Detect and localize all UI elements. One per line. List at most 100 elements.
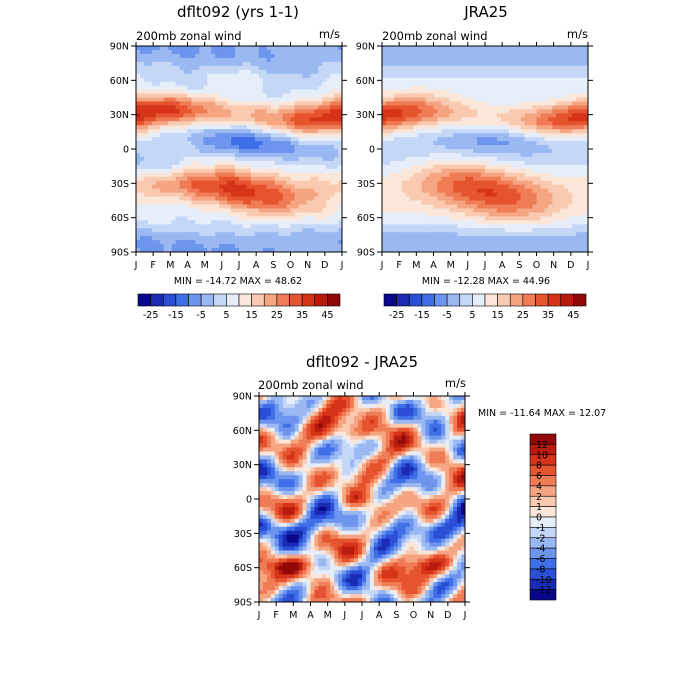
- heatmap-cell: [175, 188, 180, 193]
- heatmap-cell: [219, 204, 224, 209]
- heatmap-cell: [481, 188, 486, 193]
- heatmap-cell: [421, 240, 426, 245]
- heatmap-cell: [385, 101, 391, 106]
- heatmap-cell: [187, 77, 192, 82]
- heatmap-cell: [191, 89, 196, 94]
- heatmap-cell: [477, 69, 482, 75]
- heatmap-cell: [326, 97, 331, 102]
- heatmap-cell: [512, 236, 518, 241]
- heatmap-cell: [330, 196, 335, 201]
- heatmap-cell: [215, 49, 220, 55]
- heatmap-cell: [500, 156, 506, 162]
- heatmap-cell: [159, 117, 165, 122]
- heatmap-cell: [262, 184, 268, 189]
- heatmap-cell: [231, 149, 236, 154]
- heatmap-cell: [306, 172, 311, 178]
- heatmap-cell: [195, 176, 200, 182]
- heatmap-cell: [250, 220, 256, 225]
- field-label: 200mb zonal wind: [382, 29, 488, 43]
- heatmap-cell: [215, 125, 220, 130]
- heatmap-cell: [298, 117, 303, 122]
- heatmap-cell: [385, 208, 391, 213]
- heatmap-cell: [171, 53, 176, 59]
- heatmap-cell: [282, 81, 287, 86]
- heatmap-cell: [250, 145, 256, 150]
- heatmap-cell: [433, 248, 438, 253]
- heatmap-cell: [250, 200, 256, 205]
- heatmap-cell: [223, 236, 228, 241]
- heatmap-cell: [254, 236, 260, 241]
- heatmap-cell: [516, 133, 521, 138]
- heatmap-cell: [477, 212, 482, 217]
- heatmap-cell: [262, 200, 268, 205]
- heatmap-cell: [397, 168, 403, 174]
- heatmap-cell: [393, 184, 399, 189]
- heatmap-cell: [433, 109, 438, 114]
- heatmap-cell: [544, 49, 549, 55]
- heatmap-cell: [183, 46, 188, 51]
- heatmap-cell: [242, 89, 248, 94]
- heatmap-cell: [266, 65, 272, 71]
- heatmap-cell: [473, 93, 478, 98]
- heatmap-cell: [437, 121, 442, 126]
- heatmap-cell: [151, 145, 157, 150]
- heatmap-cell: [405, 204, 411, 209]
- heatmap-cell: [461, 192, 466, 197]
- heatmap-cell: [453, 236, 458, 241]
- heatmap-cell: [393, 160, 399, 166]
- heatmap-cell: [215, 216, 220, 221]
- heatmap-cell: [290, 49, 295, 55]
- y-tick-label: 30N: [110, 110, 129, 121]
- heatmap-cell: [389, 164, 395, 170]
- heatmap-cell: [326, 141, 331, 146]
- heatmap-cell: [203, 172, 208, 178]
- heatmap-cell: [500, 240, 506, 245]
- heatmap-cell: [469, 85, 474, 90]
- heatmap-cell: [429, 97, 434, 102]
- heatmap-cell: [540, 93, 545, 98]
- heatmap-cell: [211, 196, 216, 201]
- heatmap-cell: [262, 133, 268, 138]
- heatmap-cell: [262, 97, 268, 102]
- heatmap-cell: [441, 69, 446, 75]
- heatmap-cell: [516, 137, 521, 142]
- heatmap-cell: [334, 61, 339, 67]
- heatmap-cell: [187, 145, 192, 150]
- heatmap-cell: [298, 53, 303, 59]
- heatmap-cell: [183, 137, 188, 142]
- heatmap-cell: [207, 216, 212, 221]
- heatmap-cell: [191, 240, 196, 245]
- heatmap-cell: [306, 204, 311, 209]
- heatmap-cell: [500, 141, 506, 146]
- heatmap-cell: [147, 69, 153, 75]
- heatmap-cell: [235, 212, 240, 217]
- heatmap-cell: [183, 133, 188, 138]
- heatmap-cell: [274, 49, 279, 55]
- heatmap-cell: [429, 73, 434, 79]
- heatmap-cell: [167, 137, 172, 142]
- heatmap-cell: [155, 164, 161, 170]
- heatmap-cell: [183, 228, 188, 233]
- heatmap-cell: [536, 61, 541, 67]
- heatmap-cell: [540, 145, 545, 150]
- heatmap-cell: [429, 244, 434, 249]
- heatmap-cell: [409, 200, 415, 205]
- heatmap-cell: [540, 101, 545, 106]
- heatmap-cell: [389, 145, 395, 150]
- heatmap-cell: [254, 73, 260, 79]
- heatmap-cell: [183, 244, 188, 249]
- colorbar-swatch: [327, 293, 341, 307]
- heatmap-cell: [429, 46, 434, 51]
- heatmap-cell: [270, 220, 275, 225]
- heatmap-cell: [520, 176, 525, 182]
- heatmap-cell: [318, 125, 323, 130]
- heatmap-cell: [504, 109, 510, 114]
- heatmap-cell: [417, 149, 422, 154]
- heatmap-cell: [425, 232, 430, 237]
- heatmap-cell: [524, 77, 529, 82]
- heatmap-cell: [532, 69, 537, 75]
- heatmap-cell: [417, 141, 422, 146]
- heatmap-cell: [500, 149, 506, 154]
- heatmap-cell: [481, 129, 486, 134]
- heatmap-cell: [425, 152, 430, 158]
